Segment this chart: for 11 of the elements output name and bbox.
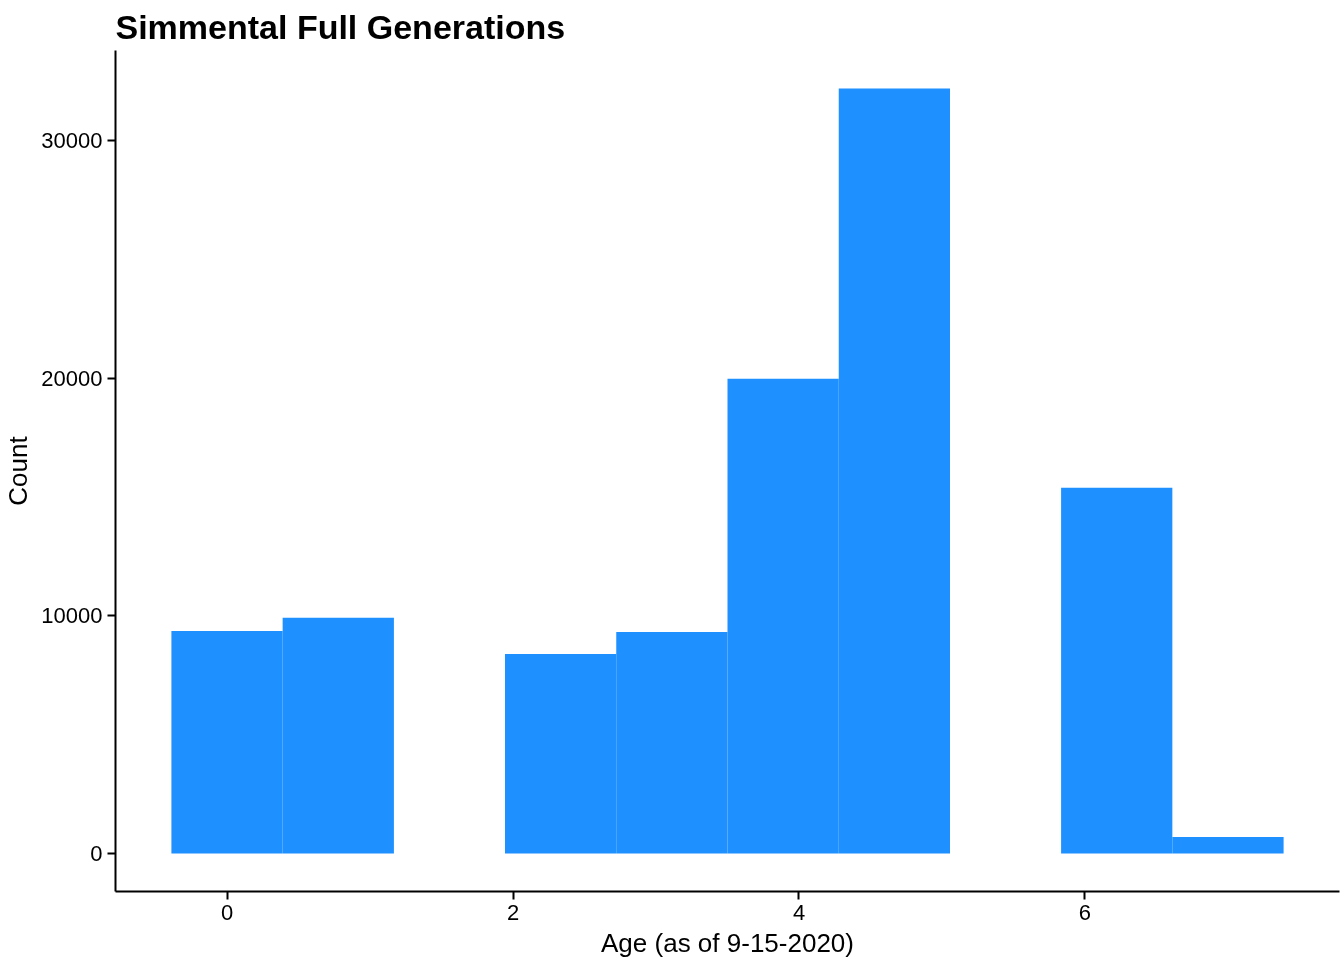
x-tick-label: 4 [792,899,806,925]
y-tick-label: 30000 [41,128,103,154]
chart-title: Simmental Full Generations [115,7,566,46]
y-tick-label: 10000 [41,603,103,629]
x-axis-title: Age (as of 9-15-2020) [601,927,854,958]
y-tick-label: 0 [90,840,103,866]
x-tick-label: 6 [1078,899,1092,925]
x-tick-label: 2 [506,899,520,925]
y-axis-title: Count [3,435,34,506]
y-tick-label: 20000 [41,365,103,391]
x-tick-label: 0 [220,899,234,925]
